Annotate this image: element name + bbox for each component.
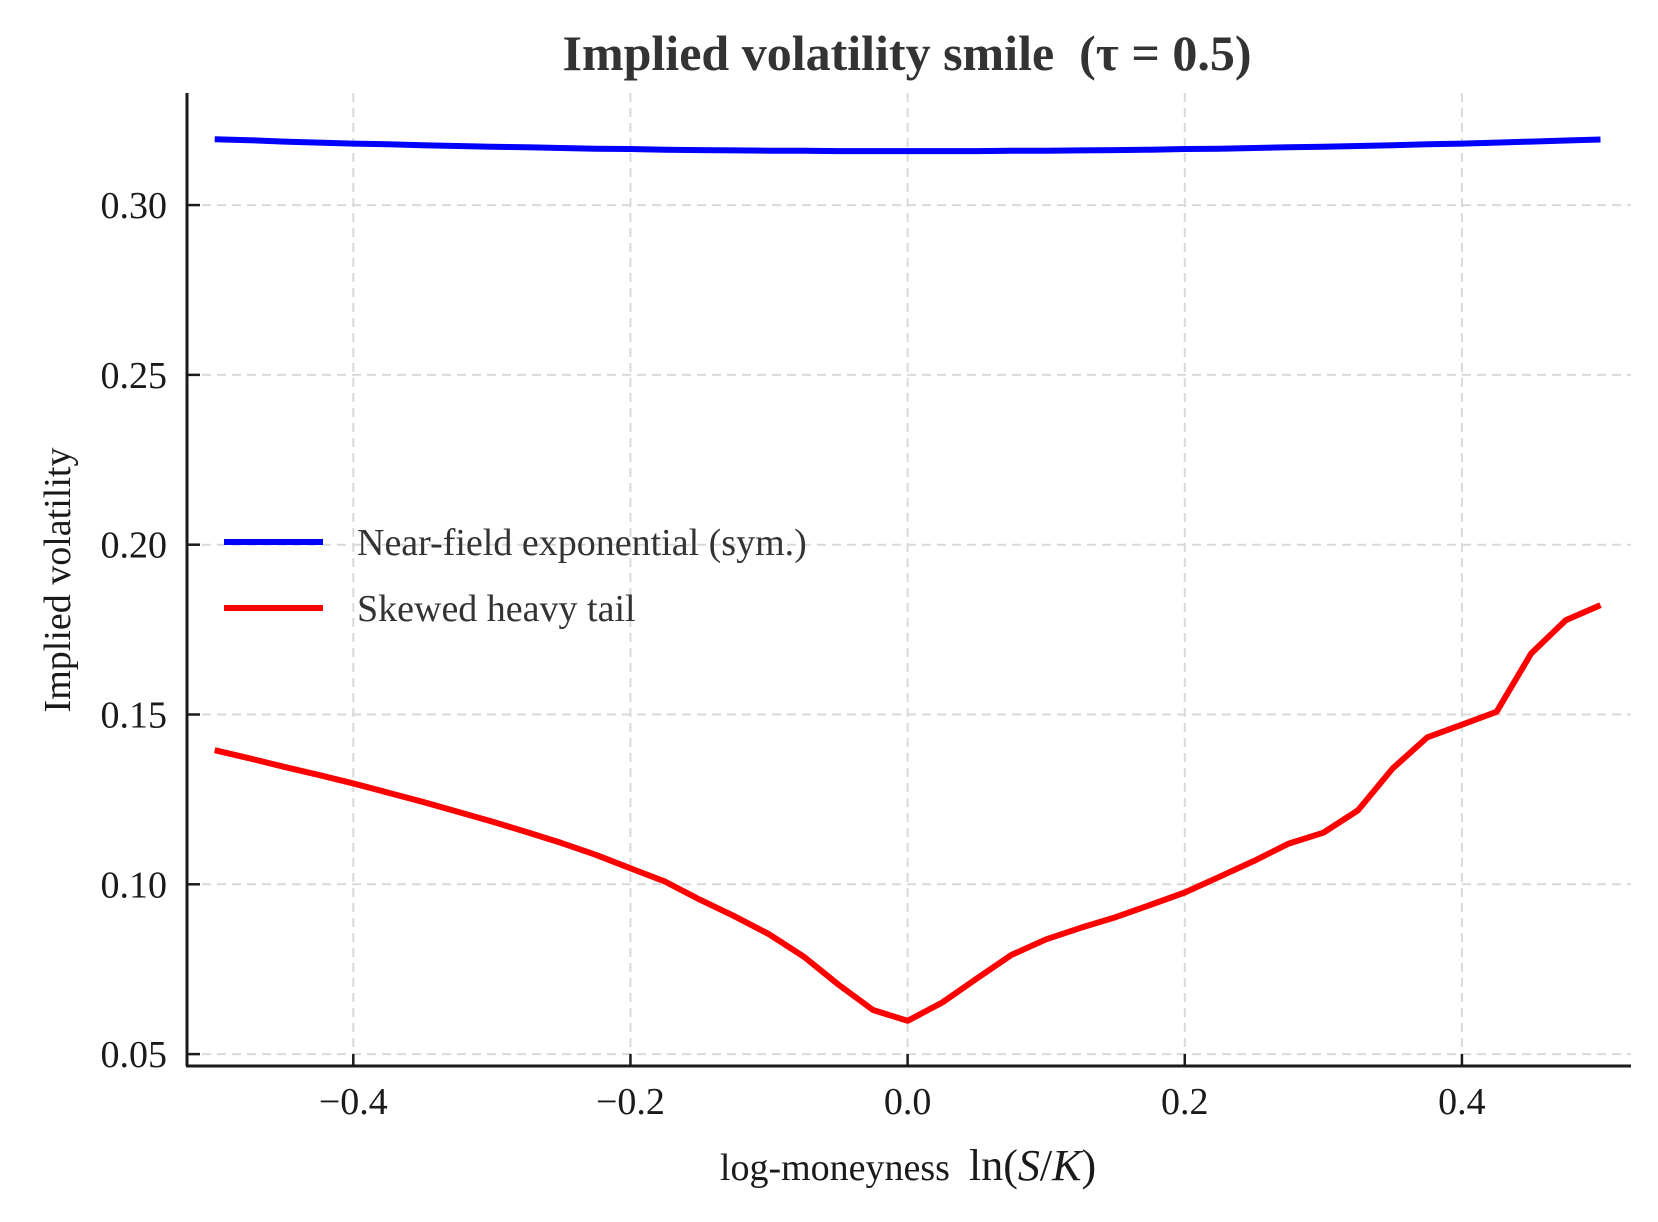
chart-title: Implied volatility smile (τ = 0.5) — [563, 25, 1252, 81]
x-axis-label-s: S — [1018, 1141, 1040, 1190]
y-tick-label: 0.30 — [101, 185, 168, 227]
series-line-skewed-heavy-tail — [214, 602, 1602, 1024]
x-axis-label-k: K — [1051, 1141, 1084, 1190]
x-tick-label: −0.2 — [596, 1081, 665, 1123]
y-tick-label: 0.05 — [101, 1034, 168, 1076]
y-tick-labels: 0.05 0.10 0.15 0.20 0.25 0.30 — [101, 185, 168, 1076]
x-axis-label-math-suffix: ) — [1081, 1141, 1096, 1190]
x-axis-label-text: log-moneyness — [720, 1147, 969, 1189]
y-tick-label: 0.10 — [101, 864, 168, 906]
ticks — [187, 203, 1464, 1066]
x-tick-label: 0.2 — [1161, 1081, 1209, 1123]
y-tick-label: 0.20 — [101, 525, 168, 567]
legend-label-skewed-heavy-tail: Skewed heavy tail — [357, 588, 636, 630]
x-tick-label: 0.0 — [884, 1081, 932, 1123]
x-axis-label-math-prefix: ln( — [969, 1141, 1018, 1190]
x-tick-labels: −0.4 −0.2 0.0 0.2 0.4 — [319, 1081, 1486, 1123]
y-tick-label: 0.25 — [101, 355, 168, 397]
x-tick-label: 0.4 — [1438, 1081, 1486, 1123]
gridlines — [187, 93, 1631, 1066]
series-layer — [214, 136, 1602, 1024]
x-tick-label: −0.4 — [319, 1081, 388, 1123]
x-axis-label: log-moneyness ln(S/K) — [720, 1141, 1096, 1190]
legend-label-near-field: Near-field exponential (sym.) — [357, 522, 807, 564]
x-axis-label-slash: / — [1040, 1141, 1053, 1190]
legend: Near-field exponential (sym.) Skewed hea… — [224, 522, 807, 630]
series-line-near-field-exponential-sym — [214, 136, 1601, 155]
y-tick-label: 0.15 — [101, 694, 168, 736]
y-axis-label: Implied volatility — [37, 448, 79, 713]
